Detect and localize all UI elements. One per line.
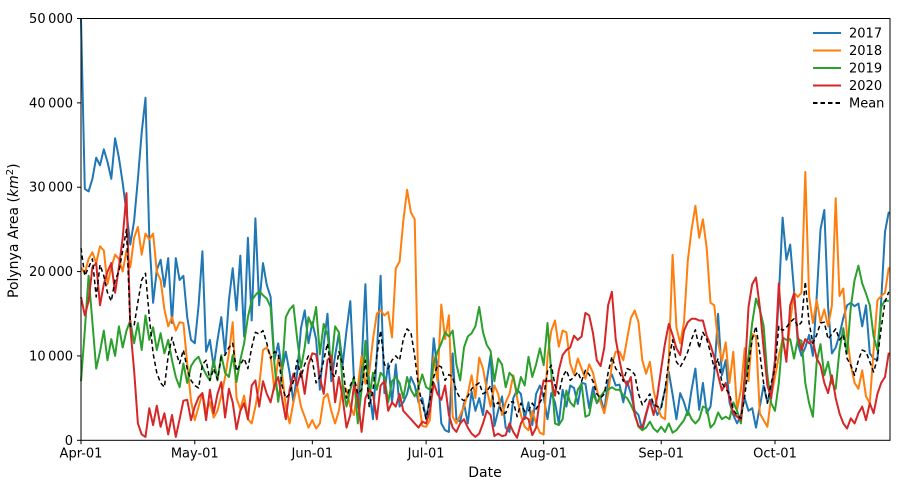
x-tick-label: Jun-01: [291, 446, 334, 461]
x-axis-ticks: Apr-01 May-01 Jun-01 Jul-01 Aug-01 Sep-01 Oct-…: [60, 440, 797, 461]
plot-area-border: [80, 18, 891, 441]
y-axis-label-math: km: [6, 175, 22, 197]
y-tick-label: 40 000: [29, 96, 73, 111]
y-tick-label: 0: [65, 434, 73, 449]
series-line-2019: [80, 264, 890, 434]
legend-label-2018: 2018: [849, 44, 882, 59]
legend-label-2017: 2017: [849, 27, 882, 42]
x-tick-label: Apr-01: [60, 446, 103, 461]
x-tick-label: Aug-01: [520, 446, 567, 461]
legend-label-mean: Mean: [849, 97, 884, 112]
y-tick-label: 20 000: [29, 265, 73, 280]
y-tick-label: 10 000: [29, 349, 73, 364]
y-axis-label-prefix: Polynya Area (: [6, 197, 22, 298]
y-axis-label: Polynya Area (km2): [5, 163, 22, 298]
x-tick-label: Sep-01: [638, 446, 684, 461]
series-line-2020: [80, 192, 890, 439]
series-lines: [80, 18, 890, 439]
series-line-mean: [80, 228, 890, 420]
x-tick-label: Jul-01: [407, 446, 445, 461]
legend: 2017 2018 2019 2020 Mean: [813, 27, 884, 112]
y-axis-label-suffix: ): [6, 163, 22, 168]
x-tick-label: Oct-01: [753, 446, 797, 461]
legend-label-2020: 2020: [849, 79, 882, 94]
series-line-2017: [80, 18, 890, 433]
y-axis-ticks: 0 10 000 20 000 30 000 40 000 50 000: [29, 12, 81, 449]
series-line-2018: [80, 171, 890, 436]
legend-label-2019: 2019: [849, 62, 882, 77]
y-tick-label: 30 000: [29, 181, 73, 196]
x-tick-label: May-01: [171, 446, 219, 461]
y-tick-label: 50 000: [29, 12, 73, 27]
y-axis-label-superscript: 2: [5, 169, 16, 175]
x-axis-label: Date: [468, 465, 501, 481]
